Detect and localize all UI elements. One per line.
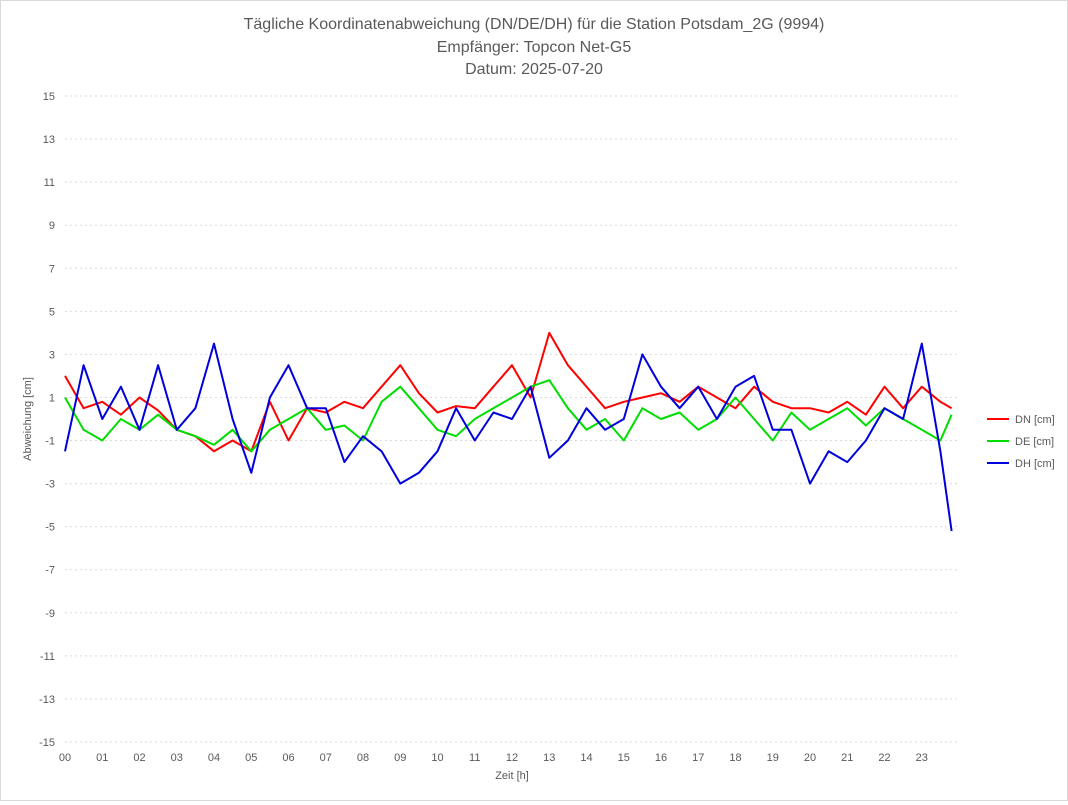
x-axis-label: Zeit [h] [495, 770, 529, 782]
y-tick-layer: 15 13 11 9 7 5 3 1 -1 -3 -5 -7 -9 -11 -13 -15 [39, 91, 55, 749]
legend: DN [cm] DE [cm] DH [cm] [987, 414, 1055, 470]
chart-subtitle-date: Datum: 2025-07-20 [465, 61, 603, 78]
x-tick-label: 04 [208, 752, 220, 764]
y-tick-label: 7 [49, 263, 55, 275]
legend-label-dn: DN [cm] [1015, 414, 1055, 426]
x-tick-label: 02 [133, 752, 145, 764]
x-tick-label: 18 [729, 752, 741, 764]
y-tick-label: -3 [45, 479, 55, 491]
x-tick-label: 01 [96, 752, 108, 764]
y-axis-label: Abweichung [cm] [22, 377, 34, 461]
x-tick-label: 17 [692, 752, 704, 764]
y-tick-label: -5 [45, 522, 55, 534]
x-tick-label: 11 [469, 752, 480, 764]
y-tick-label: 11 [44, 177, 55, 189]
y-tick-label: 9 [49, 220, 55, 232]
x-tick-label: 21 [841, 752, 853, 764]
series-line-dn [64, 331, 953, 453]
x-tick-label: 10 [431, 752, 443, 764]
x-tick-label: 08 [357, 752, 369, 764]
chart-title: Tägliche Koordinatenabweichung (DN/DE/DH… [244, 16, 825, 33]
y-tick-label: 1 [49, 392, 55, 404]
x-tick-label: 19 [767, 752, 779, 764]
x-tick-label: 09 [394, 752, 406, 764]
y-tick-label: 13 [43, 134, 55, 146]
y-tick-label: -9 [45, 608, 55, 620]
x-tick-label: 13 [543, 752, 555, 764]
x-tick-label: 00 [59, 752, 71, 764]
y-tick-label: 3 [49, 349, 55, 361]
series-layer [64, 331, 953, 532]
x-tick-label: 05 [245, 752, 257, 764]
y-tick-label: -13 [39, 694, 55, 706]
x-tick-label: 03 [171, 752, 183, 764]
x-tick-label: 22 [878, 752, 890, 764]
series-line-dh [64, 342, 953, 532]
y-tick-label: -1 [45, 436, 55, 448]
y-tick-label: -11 [40, 651, 55, 663]
x-tick-label: 12 [506, 752, 518, 764]
legend-label-dh: DH [cm] [1015, 458, 1055, 470]
y-tick-label: -15 [39, 737, 55, 749]
x-tick-label: 16 [655, 752, 667, 764]
chart-subtitle-receiver: Empfänger: Topcon Net-G5 [437, 39, 632, 56]
legend-label-de: DE [cm] [1015, 436, 1054, 448]
series-line-de [64, 379, 953, 453]
x-tick-layer: 00 01 02 03 04 05 06 07 08 09 10 11 12 13 14 15 16 17 18 19… [59, 752, 928, 764]
grid-layer [65, 95, 959, 743]
y-tick-label: 15 [43, 91, 55, 103]
x-tick-label: 14 [580, 752, 592, 764]
x-tick-label: 20 [804, 752, 816, 764]
x-tick-label: 15 [618, 752, 630, 764]
y-tick-label: -7 [45, 565, 55, 577]
x-tick-label: 07 [320, 752, 332, 764]
y-tick-label: 5 [49, 306, 55, 318]
x-tick-label: 23 [916, 752, 928, 764]
x-tick-label: 06 [282, 752, 294, 764]
